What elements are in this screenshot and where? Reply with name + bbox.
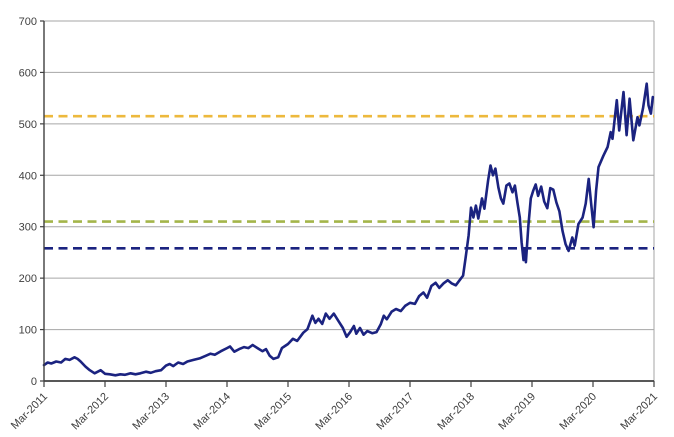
- x-tick-label: Mar-2017: [374, 391, 416, 433]
- y-tick-label: 100: [19, 325, 37, 337]
- x-tick-label: Mar-2015: [252, 391, 294, 433]
- x-tick-label: Mar-2014: [191, 391, 233, 433]
- y-tick-label: 400: [19, 170, 37, 182]
- x-tick-label: Mar-2013: [130, 391, 172, 433]
- y-tick-label: 300: [19, 222, 37, 234]
- x-tick-label: Mar-2012: [69, 391, 111, 433]
- main-series-line: [42, 82, 655, 377]
- x-tick-label: Mar-2011: [9, 391, 50, 432]
- x-tick-label: Mar-2020: [557, 391, 599, 433]
- y-tick-label: 600: [19, 67, 37, 79]
- y-tick-label: 500: [19, 119, 37, 131]
- y-tick-label: 200: [19, 273, 37, 285]
- x-tick-label: Mar-2018: [435, 391, 477, 433]
- y-tick-label: 0: [31, 376, 37, 388]
- x-tick-label: Mar-2021: [618, 391, 660, 433]
- x-tick-label: Mar-2016: [313, 391, 355, 433]
- x-tick-label: Mar-2019: [496, 391, 538, 433]
- y-tick-label: 700: [19, 16, 37, 28]
